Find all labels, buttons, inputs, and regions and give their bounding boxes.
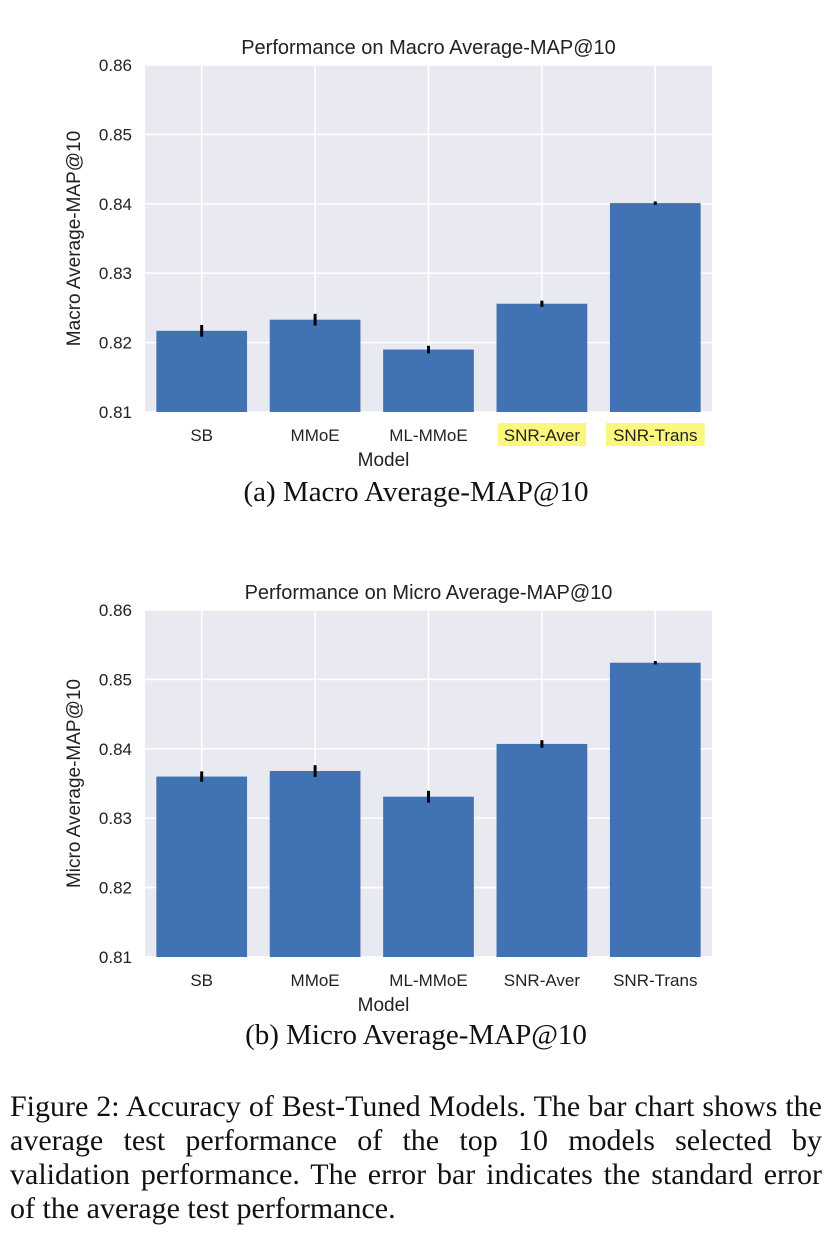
- y-tick-label: 0.86: [99, 56, 132, 75]
- macro-map-bar-chart: 0.81 0.82 0.83 0.84 0.85 0.86 SB MMoE ML-MMoE SNR…: [64, 37, 712, 471]
- x-tick-label: SNR-Aver: [504, 971, 581, 990]
- bar-snr-aver: [496, 743, 588, 957]
- bar-snr-trans: [609, 662, 701, 957]
- highlight-marker: [605, 423, 705, 446]
- x-tick-label: SB: [190, 971, 213, 990]
- bar-sb: [156, 330, 248, 412]
- chart-title: Performance on Micro Average-MAP@10: [245, 582, 613, 604]
- y-tick-label: 0.86: [99, 601, 132, 620]
- bar-snr-aver: [496, 303, 588, 412]
- y-tick-label: 0.81: [99, 948, 132, 967]
- x-axis-label: Model: [358, 995, 410, 1015]
- y-tick-label: 0.85: [99, 670, 132, 689]
- subcaption-b: (b) Micro Average-MAP@10: [245, 1019, 587, 1051]
- x-tick-label: SNR-Trans: [613, 426, 697, 445]
- bar-mmoe: [269, 771, 361, 957]
- chart-title: Performance on Macro Average-MAP@10: [241, 37, 616, 59]
- x-tick-label: MMoE: [291, 971, 340, 990]
- x-tick-label: ML-MMoE: [389, 426, 467, 445]
- x-tick-label: ML-MMoE: [389, 971, 467, 990]
- x-tick-label: MMoE: [291, 426, 340, 445]
- subcaption-a: (a) Macro Average-MAP@10: [243, 476, 589, 508]
- micro-map-bar-chart: 0.81 0.82 0.83 0.84 0.85 0.86 SB MMoE ML-MMoE SNR…: [64, 582, 712, 1015]
- bar-ml-mmoe: [383, 349, 474, 412]
- x-tick-label: SB: [190, 426, 213, 445]
- figure-caption: Figure 2: Accuracy of Best-Tuned Models.…: [10, 1090, 822, 1225]
- y-tick-label: 0.84: [99, 740, 132, 759]
- bar-snr-trans: [609, 203, 701, 412]
- y-tick-label: 0.84: [99, 195, 132, 214]
- y-tick-label: 0.82: [99, 334, 132, 353]
- bar-mmoe: [269, 319, 361, 412]
- x-tick-label: SNR-Aver: [504, 426, 581, 445]
- y-tick-label: 0.85: [99, 125, 132, 144]
- y-tick-label: 0.83: [99, 809, 132, 828]
- y-axis-label: Macro Average-MAP@10: [64, 131, 85, 346]
- bar-sb: [156, 776, 248, 957]
- y-tick-label: 0.83: [99, 264, 132, 283]
- y-tick-label: 0.82: [99, 879, 132, 898]
- x-tick-label: SNR-Trans: [613, 971, 697, 990]
- y-axis-label: Micro Average-MAP@10: [64, 679, 85, 888]
- highlight-marker: [497, 423, 587, 446]
- x-axis-label: Model: [358, 450, 410, 471]
- bar-ml-mmoe: [383, 796, 474, 957]
- y-tick-label: 0.81: [99, 403, 132, 422]
